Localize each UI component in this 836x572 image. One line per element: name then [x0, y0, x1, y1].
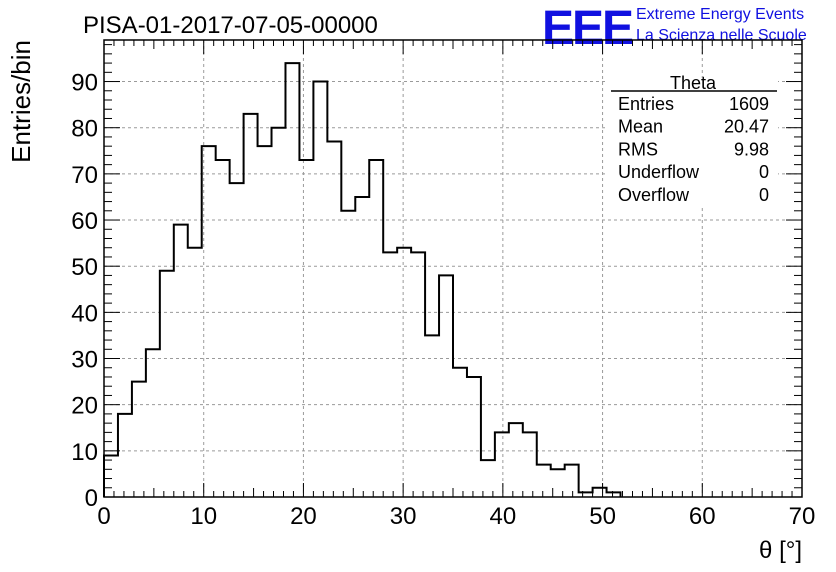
stats-row-value: 1609 [729, 94, 769, 114]
y-tick-label: 80 [71, 116, 98, 143]
stats-row-label: Underflow [618, 162, 700, 182]
x-tick-label: 50 [589, 503, 616, 530]
histogram-bin [216, 160, 230, 497]
histogram-bin [299, 160, 313, 497]
histogram-bin [593, 488, 607, 497]
y-tick-label: 60 [71, 208, 98, 235]
stats-rows: Entries 1609 Mean 20.47 RMS 9.98 Underflow 0 Ove… [618, 94, 769, 205]
stats-row-label: RMS [618, 139, 658, 159]
grid-lines [104, 40, 802, 497]
histogram-bin [188, 248, 202, 497]
stats-box: Theta Entries 1609 Mean 20.47 RMS 9.98 Underfl… [608, 73, 778, 208]
histogram-bin [565, 465, 579, 497]
x-tick-label: 60 [689, 503, 716, 530]
histogram-bin [369, 160, 383, 497]
stats-row-value: 0 [759, 162, 769, 182]
logo-mark: EEE [542, 2, 633, 55]
histogram-bin [397, 248, 411, 497]
histogram-bin [509, 423, 523, 497]
histogram-bin [341, 211, 355, 497]
histogram-bin [495, 432, 509, 497]
y-tick-label: 50 [71, 254, 98, 281]
y-tick-label: 90 [71, 70, 98, 97]
histogram-outline [103, 62, 622, 497]
x-tick-label: 70 [789, 503, 816, 530]
x-axis-label: θ [°] [759, 537, 802, 564]
x-axis: 0 10 20 30 40 50 60 70 [97, 40, 815, 530]
histogram-bin [355, 197, 369, 497]
histogram-bin [132, 382, 146, 497]
y-axis-label: Entries/bin [6, 40, 36, 163]
histogram-bin [439, 275, 453, 497]
x-tick-label: 10 [190, 503, 217, 530]
histogram-bin [425, 335, 439, 497]
histogram-bin [411, 252, 425, 497]
x-tick-label: 30 [390, 503, 417, 530]
histogram-bin [467, 377, 481, 497]
stats-row-label: Mean [618, 117, 663, 137]
y-tick-label: 40 [71, 300, 98, 327]
histogram-bin [174, 225, 188, 497]
y-tick-label: 10 [71, 439, 98, 466]
stats-row-value: 20.47 [724, 117, 769, 137]
chart-title: PISA-01-2017-07-05-00000 [83, 12, 378, 39]
histogram-bin [523, 432, 537, 497]
y-axis: 0 10 20 30 40 50 60 70 80 90 [71, 44, 802, 512]
histogram-bin [230, 183, 244, 497]
histogram-bin [146, 349, 160, 497]
histogram-bin [104, 455, 118, 497]
y-tick-label: 0 [85, 485, 98, 512]
logo-line-2: La Scienza nelle Scuole [636, 27, 807, 44]
stats-row-label: Entries [618, 94, 674, 114]
histogram-bin [258, 146, 272, 497]
histogram-bin [383, 252, 397, 497]
stats-row-value: 9.98 [734, 139, 769, 159]
histogram-bin [160, 271, 174, 497]
histogram-bin [453, 368, 467, 497]
y-tick-label: 20 [71, 393, 98, 420]
x-tick-label: 20 [290, 503, 317, 530]
y-tick-label: 30 [71, 347, 98, 374]
y-tick-label: 70 [71, 162, 98, 189]
logo-line-1: Extreme Energy Events [636, 6, 804, 23]
stats-row-label: Overflow [618, 185, 690, 205]
stats-box-title: Theta [670, 73, 717, 93]
x-tick-label: 40 [490, 503, 517, 530]
histogram-bin [537, 465, 551, 497]
stats-box-background [608, 78, 778, 208]
histogram-bin [118, 414, 132, 497]
histogram-bin [327, 142, 341, 497]
histogram-bin [313, 82, 327, 497]
stats-row-value: 0 [759, 185, 769, 205]
x-tick-label: 0 [97, 503, 110, 530]
histogram-bin [244, 114, 258, 497]
